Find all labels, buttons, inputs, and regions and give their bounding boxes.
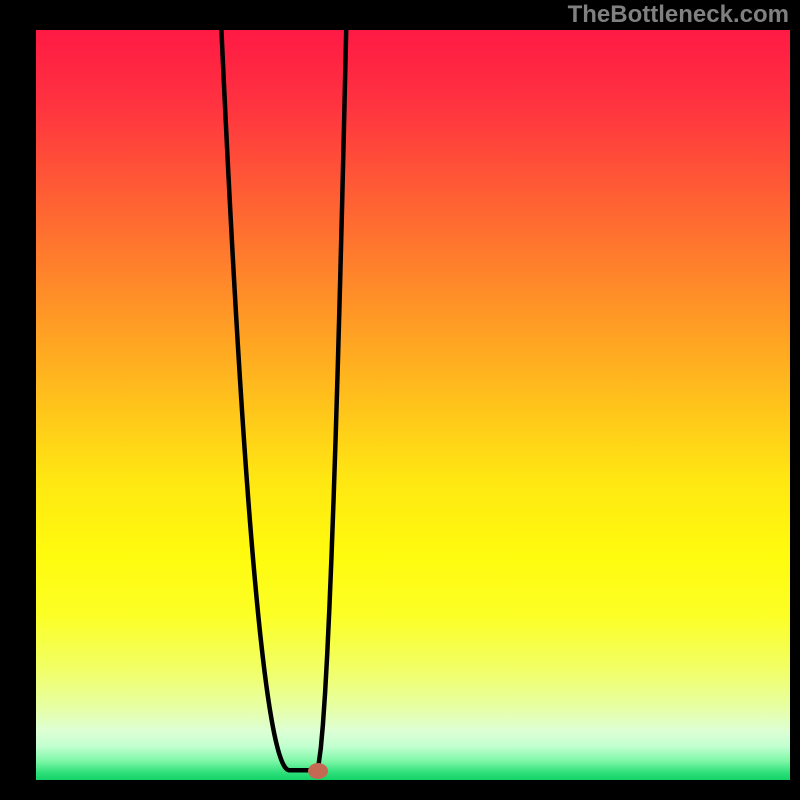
optimal-point-marker (308, 763, 328, 779)
chart-plot-gradient (36, 30, 790, 780)
watermark-text: TheBottleneck.com (568, 1, 789, 28)
